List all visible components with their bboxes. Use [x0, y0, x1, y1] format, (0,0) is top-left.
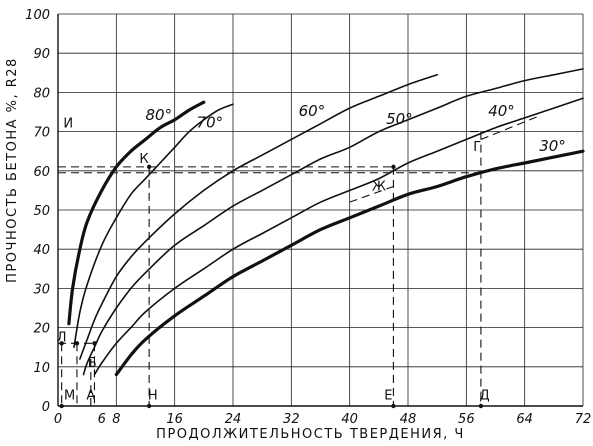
point-label: Б: [88, 356, 97, 371]
curves: 80° 70° 60° 50° 40° 30°: [67, 68, 585, 377]
guide-dash: [349, 185, 394, 203]
y-tick-label: 50: [33, 204, 50, 219]
grid: [57, 13, 584, 407]
guide-dash: [480, 115, 540, 140]
x-tick-label: 72: [575, 412, 592, 427]
series-line: [93, 97, 584, 376]
series-label: 40°: [488, 102, 515, 120]
y-tick-label: 70: [33, 126, 50, 141]
series-line: [114, 149, 585, 377]
x-tick-label: 24: [225, 412, 242, 427]
marker-dot: [146, 403, 152, 409]
series-label: 50°: [386, 110, 413, 128]
y-tick-label: 20: [33, 322, 50, 337]
guide-lines: [58, 115, 540, 406]
series-line: [67, 100, 206, 326]
y-tick-label: 90: [33, 47, 50, 62]
marker-dot: [391, 403, 396, 409]
point-label: И: [63, 117, 73, 132]
point-label: Д: [479, 389, 489, 404]
series-label: 80°: [146, 106, 173, 124]
y-tick-label: 0: [42, 400, 50, 415]
point-label: М: [64, 389, 75, 404]
series-line: [73, 103, 234, 348]
y-tick-label: 100: [25, 8, 50, 23]
x-tick-label: 8: [112, 412, 120, 427]
x-tick-label: 16: [166, 412, 183, 427]
x-tick-label: 64: [516, 412, 533, 427]
x-tick-label: 56: [458, 412, 475, 427]
marker-dot: [74, 341, 80, 346]
y-axis-title: ПРОЧНОСТЬ БЕТОНА %, R28: [5, 57, 20, 283]
y-tick-label: 30: [33, 282, 50, 297]
marker-dot: [59, 341, 64, 346]
x-tick-label: 0: [54, 412, 62, 427]
marker-dot: [146, 164, 152, 170]
marker-dot: [391, 164, 396, 170]
y-tick-label: 60: [33, 165, 50, 180]
point-label: Г: [473, 140, 481, 155]
series-label: 60°: [299, 102, 326, 120]
ticks: 0 10 20 30 40 50 60 70 80 90 100 0 6 8 16 24 32 40 48 56 64 7…: [25, 8, 591, 427]
point-label: А: [86, 389, 95, 404]
point-label: К: [139, 152, 148, 167]
y-tick-label: 10: [33, 361, 50, 376]
y-tick-label: 40: [33, 243, 50, 258]
series-line: [82, 68, 584, 376]
x-axis-title: ПРОДОЛЖИТЕЛЬНОСТЬ ТВЕРДЕНИЯ, Ч: [156, 427, 465, 442]
marker-dot: [478, 403, 484, 409]
point-label: Л: [57, 330, 67, 345]
x-tick-label: 48: [400, 412, 417, 427]
y-tick-label: 80: [33, 86, 50, 101]
x-tick-label: 6: [98, 412, 106, 427]
series-label: 70°: [197, 114, 224, 132]
x-tick-label: 40: [341, 412, 358, 427]
point-label: Ж: [372, 179, 386, 194]
x-tick-label: 32: [283, 412, 300, 427]
series-line: [79, 74, 438, 360]
point-label: Н: [148, 389, 158, 404]
labels: И К Ж Г Б М А Н Е Д Л: [57, 117, 490, 409]
series-label: 30°: [539, 137, 566, 155]
point-label: Е: [384, 389, 392, 404]
marker-dot: [92, 341, 97, 346]
marker-dot: [59, 403, 64, 409]
